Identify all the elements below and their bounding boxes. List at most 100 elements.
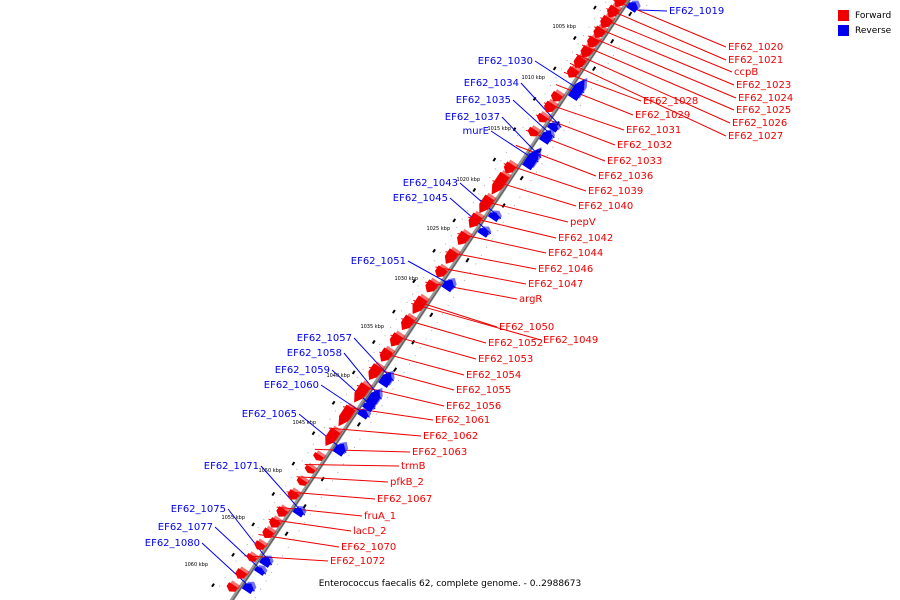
backbone-shadow [232, 0, 631, 600]
genome-caption: Enterococcus faecalis 62, complete genom… [318, 579, 582, 589]
kbp-tick-label: 1020 kbp [456, 177, 480, 183]
forward-tick [552, 66, 557, 71]
forward-gene-label: EF62_1070 [341, 542, 396, 553]
forward-leader-line [378, 351, 465, 376]
kbp-tick-label: 1025 kbp [426, 226, 450, 232]
forward-tick [331, 400, 336, 405]
reverse-gene-arrow [259, 557, 271, 569]
forward-gene-label: EF62_1042 [558, 233, 613, 244]
minor-tick [628, 11, 633, 17]
forward-leader-line [575, 53, 731, 124]
reverse-gene-arrow [626, 2, 638, 13]
forward-tick [492, 157, 497, 162]
forward-tick [593, 5, 597, 10]
reverse-leader-line [520, 82, 562, 128]
reverse-gene-label: EF62_1075 [171, 504, 226, 515]
reverse-gene-arrow [567, 79, 585, 102]
forward-gene-label: EF62_1032 [617, 140, 672, 151]
reverse-gene-label: murE [462, 126, 489, 137]
reverse-gene-arrow [332, 443, 346, 457]
minor-tick [519, 175, 524, 181]
forward-gene-arrow [425, 279, 439, 293]
genome-backbone [229, 0, 632, 600]
forward-leader-line [401, 318, 487, 344]
kbp-tick-label: 1015 kbp [487, 126, 511, 132]
reverse-gene-arrow [441, 279, 454, 293]
forward-leader-line [535, 114, 616, 146]
forward-leader-line [314, 448, 411, 453]
forward-tick [512, 127, 517, 132]
reverse-gene-label: EF62_1060 [264, 380, 319, 391]
forward-leader-line [457, 233, 547, 254]
forward-gene-label: EF62_1050 [499, 322, 554, 333]
forward-leader-line [328, 427, 422, 437]
reverse-leader-line [214, 526, 267, 575]
forward-gene-label: EF62_1029 [635, 110, 690, 121]
forward-gene-arrow [226, 582, 238, 592]
forward-gene-label: EF62_1072 [330, 556, 385, 567]
legend-reverse-label: Reverse [855, 25, 892, 36]
reverse-gene-label: EF62_1058 [287, 348, 342, 359]
forward-gene-arrow [246, 552, 258, 562]
forward-leader-line [468, 216, 557, 239]
legend-forward-label: Forward [855, 10, 892, 21]
kbp-tick-label: 1010 kbp [521, 75, 545, 81]
reverse-gene-label: EF62_1034 [464, 78, 519, 89]
reverse-gene-label: EF62_1019 [669, 6, 724, 17]
forward-gene-label: EF62_1031 [626, 125, 681, 136]
forward-gene-label: EF62_1062 [423, 431, 478, 442]
reverse-gene-arrow [292, 507, 304, 518]
forward-gene-label: pepV [570, 217, 596, 228]
forward-leader-line [503, 163, 587, 192]
forward-leader-line [569, 62, 727, 137]
kbp-tick-label: 1005 kbp [552, 24, 576, 30]
forward-tick [452, 218, 457, 223]
forward-gene-label: trmB [401, 461, 426, 472]
reverse-gene-label: EF62_1030 [478, 56, 533, 67]
forward-gene-arrow [368, 363, 383, 380]
forward-leader-line [435, 266, 527, 285]
forward-gene-label: EF62_1023 [736, 80, 791, 91]
forward-leader-line [413, 299, 498, 328]
forward-leader-line [258, 533, 340, 548]
forward-leader-line [296, 476, 389, 483]
forward-tick [572, 35, 577, 41]
forward-gene-arrow [287, 489, 300, 500]
forward-gene-arrow [262, 527, 275, 538]
forward-leader-line [342, 406, 434, 421]
reverse-leader-line [227, 508, 273, 566]
forward-leader-line [304, 464, 400, 467]
forward-gene-label: EF62_1027 [728, 131, 783, 142]
forward-gene-label: lacD_2 [353, 526, 386, 537]
reverse-leader-line [638, 9, 668, 12]
forward-gene-label: EF62_1055 [456, 385, 511, 396]
forward-tick [311, 431, 316, 436]
forward-gene-arrow [456, 230, 471, 245]
forward-gene-arrow [313, 451, 324, 461]
reverse-leader-line [260, 465, 306, 516]
forward-leader-line [492, 180, 577, 207]
forward-gene-arrow [389, 332, 404, 347]
minor-tick [356, 421, 361, 427]
forward-swatch [838, 10, 849, 21]
forward-gene-label: EF62_1053 [478, 354, 533, 365]
forward-gene-label: EF62_1067 [377, 494, 432, 505]
forward-gene-arrow [527, 126, 540, 137]
forward-gene-label: argR [519, 294, 542, 305]
forward-gene-label: pfkB_2 [390, 477, 424, 488]
reverse-gene-label: EF62_1043 [403, 178, 458, 189]
forward-leader-line [606, 8, 727, 61]
forward-gene-label: fruA_1 [364, 511, 396, 522]
forward-gene-arrow [276, 506, 289, 517]
forward-gene-label: EF62_1054 [466, 370, 521, 381]
forward-leader-line [368, 366, 455, 391]
forward-gene-label: EF62_1039 [588, 186, 643, 197]
forward-gene-arrow [444, 248, 459, 264]
reverse-gene-arrow [241, 583, 254, 595]
forward-leader-line [356, 385, 445, 407]
reverse-gene-label: EF62_1071 [204, 461, 259, 472]
reverse-swatch [838, 25, 849, 36]
kbp-tick-label: 1045 kbp [292, 420, 316, 426]
